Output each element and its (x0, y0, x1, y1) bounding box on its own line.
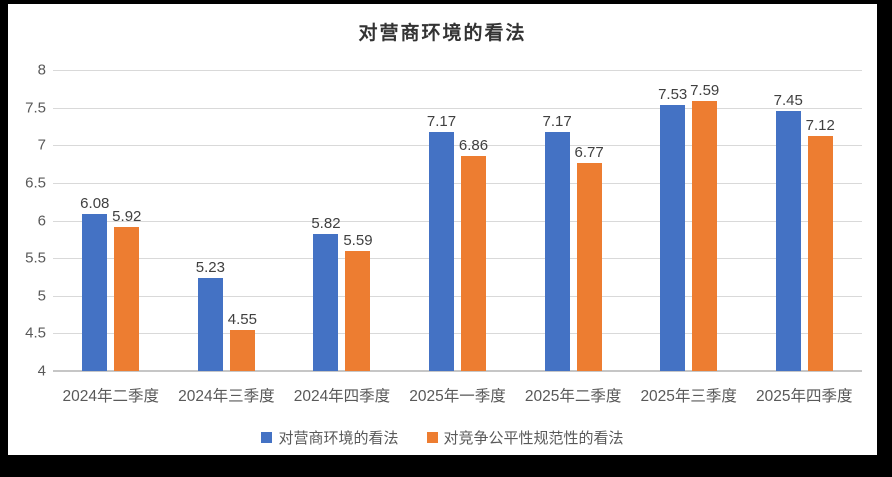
bar-series-2: 5.59 (343, 232, 373, 371)
bar-chart: 对营商环境的看法 6.08 5.92 5.23 4.55 5.82 5.59 7.17 6.8… (8, 4, 877, 455)
y-axis-tick-label: 8 (37, 61, 46, 79)
x-axis-category-label: 2024年三季度 (178, 388, 275, 405)
x-axis-category-label: 2025年四季度 (756, 388, 853, 405)
data-label: 7.45 (773, 92, 803, 110)
plot-area: 6.08 5.92 5.23 4.55 5.82 5.59 7.17 6.86 7.17 6.77… (53, 70, 862, 372)
y-axis-tick-label: 7 (37, 136, 46, 154)
y-axis-tick-label: 5.5 (25, 249, 46, 267)
gridline (53, 220, 862, 222)
bar-series-1: 7.17 (427, 113, 456, 371)
data-label: 5.23 (195, 259, 225, 277)
gridline (53, 295, 862, 297)
bar-series-2: 6.86 (459, 137, 488, 371)
bar-series-1: 7.45 (774, 92, 803, 371)
legend-item: 对竞争公平性规范性的看法 (426, 427, 624, 448)
data-label: 6.77 (574, 143, 604, 161)
x-axis-category-labels: 2024年二季度 2024年三季度 2024年四季度 2025年一季度 2025年二季度… (53, 384, 862, 406)
data-label: 5.59 (343, 232, 373, 250)
legend-swatch-icon (261, 432, 273, 443)
bar-series-2: 5.92 (112, 208, 141, 371)
data-label: 7.12 (805, 117, 835, 135)
x-axis-category-label: 2024年二季度 (62, 388, 160, 405)
data-label: 5.92 (112, 207, 142, 225)
x-axis-line (53, 370, 862, 372)
x-axis-category-label: 2024年四季度 (293, 388, 391, 405)
data-label: 7.17 (542, 113, 572, 131)
bar-group: 5.23 4.55 (169, 70, 285, 371)
y-axis-tick-label: 6.5 (25, 174, 46, 192)
y-axis-tick-label: 7.5 (25, 99, 46, 117)
gridline (53, 333, 862, 335)
bar-group: 7.17 6.77 (515, 70, 631, 371)
data-label: 7.17 (426, 113, 457, 131)
gridline (53, 145, 862, 147)
bar-series-2: 7.12 (806, 117, 835, 371)
bar-group: 7.45 7.12 (746, 70, 862, 371)
data-label: 6.08 (80, 195, 110, 213)
x-axis-category-label: 2025年二季度 (524, 388, 622, 405)
y-axis-tick-label: 5 (37, 287, 46, 305)
y-axis-tick-label: 4.5 (25, 324, 46, 342)
data-label: 7.53 (658, 86, 688, 104)
bar-group: 7.17 6.86 (400, 70, 516, 371)
gridline (53, 107, 862, 109)
bar-series-2: 4.55 (228, 311, 257, 371)
x-axis-category-label: 2025年三季度 (640, 388, 737, 405)
bar-series-1: 7.53 (658, 86, 687, 371)
data-label: 5.82 (311, 215, 341, 233)
y-axis-tick-label: 6 (37, 212, 46, 229)
bar-series-1: 7.17 (542, 113, 572, 371)
legend-item: 对营商环境的看法 (261, 427, 399, 448)
bar-series-2: 7.59 (690, 82, 719, 371)
bar-group: 7.53 7.59 (631, 70, 747, 371)
x-axis-category-label: 2025年一季度 (409, 388, 506, 405)
gridline (53, 182, 862, 184)
bar-series-1: 6.08 (80, 195, 109, 371)
legend-label: 对营商环境的看法 (278, 430, 399, 447)
chart-title: 对营商环境的看法 (358, 23, 527, 44)
gridline (53, 70, 862, 71)
data-label: 7.59 (690, 81, 720, 99)
legend: 对营商环境的看法 对竞争公平性规范性的看法 (8, 427, 877, 448)
data-label: 6.86 (458, 136, 489, 154)
bar-series-1: 5.82 (311, 215, 341, 371)
y-axis-tick-label: 4 (37, 362, 46, 380)
bar-group: 6.08 5.92 (53, 70, 169, 371)
data-label: 4.55 (227, 310, 257, 328)
bar-series-1: 5.23 (196, 259, 225, 371)
legend-label: 对竞争公平性规范性的看法 (443, 430, 624, 447)
gridline (53, 258, 862, 260)
legend-swatch-icon (426, 432, 438, 443)
bar-group: 5.82 5.59 (284, 70, 400, 371)
bar-series-2: 6.77 (574, 144, 604, 371)
bar-groups: 6.08 5.92 5.23 4.55 5.82 5.59 7.17 6.86 7.17 6.77… (53, 70, 862, 371)
